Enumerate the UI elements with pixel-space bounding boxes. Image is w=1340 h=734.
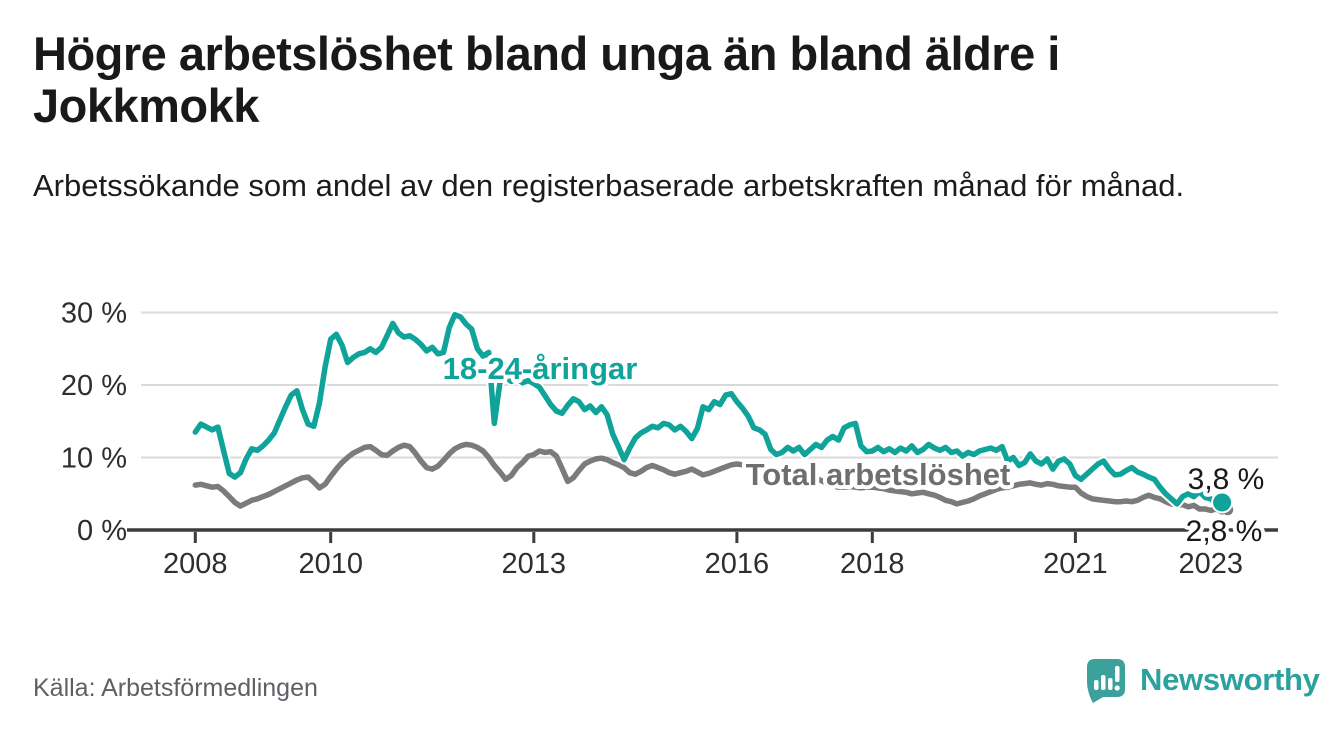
y-tick-label-10: 10 % [61,443,127,475]
newsworthy-logo-icon [1087,659,1125,703]
series-label-youth: 18-24-åringar [443,351,638,386]
x-tick-label-2010: 2010 [298,548,363,580]
source-note: Källa: Arbetsförmedlingen [33,674,318,702]
x-tick-label-2008: 2008 [163,548,228,580]
x-tick-label-2023: 2023 [1179,548,1244,580]
end-value-label-youth: 3,8 % [1188,463,1265,496]
series-line-total [192,441,1231,515]
series-endpoint-dot-youth [1213,493,1232,512]
x-tick-label-2018: 2018 [840,548,905,580]
x-tick-label-2013: 2013 [502,548,567,580]
x-tick-label-2021: 2021 [1043,548,1108,580]
newsworthy-logo[interactable]: Newsworthy [1086,658,1320,704]
y-tick-label-20: 20 % [61,370,127,402]
series-label-total: Total arbetslöshet [746,457,1011,492]
series-line-youth [192,311,1225,507]
y-tick-label-0: 0 % [77,515,127,547]
chart-title: Högre arbetslöshet bland unga än bland ä… [33,27,1060,132]
y-tick-label-30: 30 % [61,298,127,330]
chart-subtitle: Arbetssökande som andel av den registerb… [33,168,1185,203]
newsworthy-wordmark: Newsworthy [1140,662,1320,697]
x-tick-label-2016: 2016 [705,548,770,580]
end-value-label-total: 2,8 % [1186,515,1263,548]
